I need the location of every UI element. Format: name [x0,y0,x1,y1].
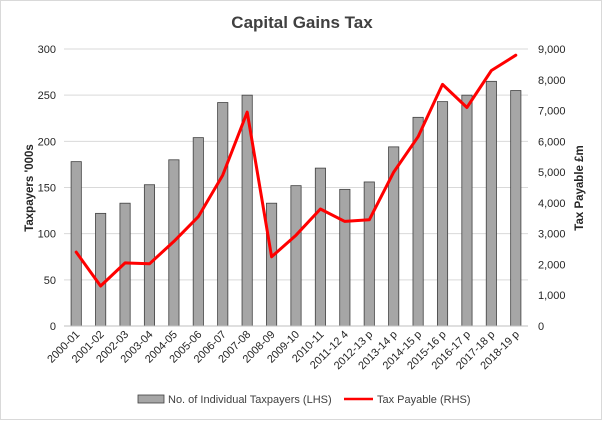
bar [339,188,351,327]
bar [143,184,156,327]
y2-tick-label: 8,000 [538,75,566,87]
y2-tick-label: 1,000 [538,290,566,302]
bar [510,90,522,327]
y2-tick-label: 6,000 [538,136,566,148]
y2-tick-label: 5,000 [538,167,566,179]
bar-series [70,80,522,327]
legend-label-bars: No. of Individual Taxpayers (LHS) [168,394,332,406]
bar [192,137,204,327]
y-tick-label: 250 [38,90,56,102]
bar [266,202,278,327]
y-axis-title: Taxpayers '000s [24,144,36,232]
y-tick-label: 100 [38,229,56,241]
bar [461,94,473,327]
y2-tick-label: 0 [538,321,544,333]
legend: No. of Individual Taxpayers (LHS) Tax Pa… [137,394,471,406]
bar [290,185,302,327]
y-tick-label: 50 [44,275,56,287]
bar [485,80,497,327]
y2-axis-title: Tax Payable £m [574,145,586,230]
y-tick-label: 300 [38,44,56,56]
bar [363,181,375,327]
line-tax-payable [74,53,518,288]
y-tick-label: 0 [50,321,56,333]
legend-swatch-bars [137,394,165,404]
y2-tick-label: 4,000 [538,198,566,210]
y2-tick-label: 7,000 [538,106,566,118]
bar [412,116,424,327]
bar [95,212,107,327]
bar [70,161,82,327]
y2-tick-label: 2,000 [538,259,566,271]
y-tick-label: 200 [38,136,56,148]
bar [314,167,326,327]
y-tick-label: 150 [38,183,56,195]
y2-tick-label: 9,000 [538,44,566,56]
y2-tick-label: 3,000 [538,229,566,241]
bar [217,102,229,327]
legend-label-line: Tax Payable (RHS) [377,394,471,406]
bar [436,101,449,327]
line-series [74,53,518,288]
chart-title: Capital Gains Tax [231,13,373,32]
